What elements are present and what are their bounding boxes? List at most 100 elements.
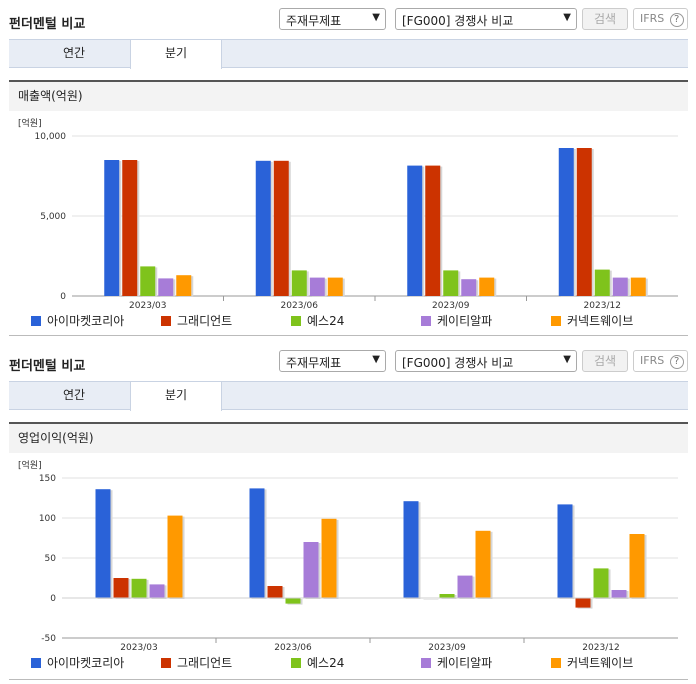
period-tabs: 연간 분기 [9,381,688,411]
y-tick-label: 0 [50,594,56,604]
statement-select[interactable]: 주재무제표 ▼ [279,8,386,30]
bar [629,534,645,598]
bar [407,165,423,296]
bar [131,578,147,598]
x-tick-label: 2023/06 [274,643,312,653]
ifrs-button[interactable]: IFRS ? [633,350,688,372]
panel-operating-income: 펀더멘털 비교 주재무제표 ▼ [FG000] 경쟁사 비교 ▼ 검색 IFRS… [0,342,696,684]
x-tick-label: 2023/12 [582,643,619,653]
legend-item[interactable]: 커넥트웨이브 [551,312,633,330]
period-tabs: 연간 분기 [9,39,688,69]
legend-item[interactable]: 케이티알파 [421,312,492,330]
bar [104,160,120,296]
statement-select[interactable]: 주재무제표 ▼ [279,350,386,372]
bar [479,277,495,296]
bar [167,515,183,598]
legend-item[interactable]: 그래디언트 [161,654,232,672]
panel-revenue: 펀더멘털 비교 주재무제표 ▼ [FG000] 경쟁사 비교 ▼ 검색 IFRS… [0,0,696,340]
divider [9,335,688,336]
y-tick-label: 0 [60,292,66,302]
y-tick-label: 10,000 [35,132,67,142]
bar [309,277,325,296]
x-tick-label: 2023/12 [584,301,621,311]
operating-income-chart: [억원] -50 0 50 100 150 2023/03 2023/06 2023/09 202… [18,459,678,653]
bar [594,269,610,296]
compare-select-value: [FG000] 경쟁사 비교 [402,14,514,28]
bar [403,501,419,598]
bar [425,165,441,296]
help-icon: ? [669,13,684,27]
legend-item[interactable]: 아이마켓코리아 [31,312,124,330]
compare-select[interactable]: [FG000] 경쟁사 비교 ▼ [395,8,577,30]
legend-item[interactable]: 아이마켓코리아 [31,654,124,672]
bar [273,160,289,296]
bar [461,279,477,296]
y-tick-label: 100 [39,514,56,524]
section-title: 매출액(억원) [9,80,688,111]
bar [122,160,138,296]
legend-label: 커넥트웨이브 [567,314,634,328]
bar [327,277,343,296]
legend-item[interactable]: 케이티알파 [421,654,492,672]
legend-swatch [31,316,41,326]
tab-annual[interactable]: 연간 [62,46,86,60]
legend-item[interactable]: 그래디언트 [161,312,232,330]
bar [443,270,459,296]
revenue-chart: [억원] 0 5,000 10,000 2023/03 2023/06 2023/09 202… [18,117,678,311]
bar [630,277,646,296]
panel-title: 펀더멘털 비교 [9,359,86,374]
chart-legend: 아이마켓코리아 그래디언트 예스24 케이티알파 커넥트웨이브 [0,654,696,672]
search-button[interactable]: 검색 [582,350,628,372]
legend-swatch [551,316,561,326]
ifrs-label: IFRS [640,354,665,367]
chevron-down-icon: ▼ [563,354,571,365]
bar [439,594,455,598]
legend-label: 예스24 [307,314,345,328]
y-tick-label: -50 [41,634,56,644]
ifrs-button[interactable]: IFRS ? [633,8,688,30]
bar [576,148,592,296]
legend-label: 아이마켓코리아 [47,314,125,328]
x-tick-label: 2023/09 [428,643,466,653]
statement-select-value: 주재무제표 [286,14,342,28]
legend-label: 케이티알파 [437,656,493,670]
bar [249,488,265,598]
search-button[interactable]: 검색 [582,8,628,30]
legend-label: 예스24 [307,656,345,670]
bar [176,275,192,296]
legend-item[interactable]: 커넥트웨이브 [551,654,633,672]
legend-swatch [291,658,301,668]
tab-quarterly[interactable]: 분기 [130,382,222,411]
legend-swatch [161,316,171,326]
bar [255,160,271,296]
bar-shadow [423,599,439,600]
legend-item[interactable]: 예스24 [291,312,344,330]
help-icon: ? [669,355,684,369]
tab-annual[interactable]: 연간 [62,388,86,402]
chevron-down-icon: ▼ [372,354,380,365]
legend-swatch [421,658,431,668]
x-tick-label: 2023/03 [120,643,157,653]
chart-legend: 아이마켓코리아 그래디언트 예스24 케이티알파 커넥트웨이브 [0,312,696,330]
legend-item[interactable]: 예스24 [291,654,344,672]
compare-select[interactable]: [FG000] 경쟁사 비교 ▼ [395,350,577,372]
legend-swatch [421,316,431,326]
unit-label: [억원] [18,117,42,129]
legend-label: 그래디언트 [177,314,233,328]
bar [149,584,165,598]
bar [593,568,609,598]
bar [303,542,319,598]
legend-label: 커넥트웨이브 [567,656,634,670]
bar [575,598,591,608]
bar [95,489,111,598]
panel-title: 펀더멘털 비교 [9,17,86,32]
bar [321,518,337,598]
chevron-down-icon: ▼ [372,12,380,23]
bar [267,586,283,598]
legend-label: 케이티알파 [437,314,493,328]
legend-swatch [31,658,41,668]
legend-swatch [551,658,561,668]
tab-quarterly[interactable]: 분기 [130,40,222,69]
y-tick-label: 5,000 [40,212,66,222]
bar [113,578,129,598]
